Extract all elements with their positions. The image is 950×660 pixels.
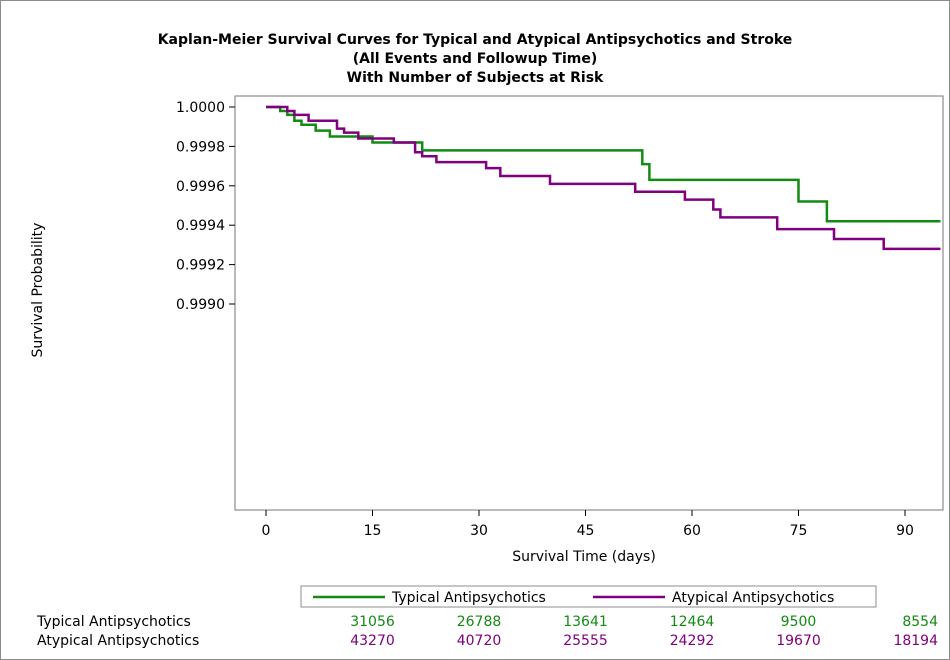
y-tick-label: 0.9996 (176, 179, 225, 195)
risk-count: 25555 (563, 633, 608, 649)
risk-count: 13641 (563, 614, 608, 630)
x-axis: 0 15 30 45 60 75 90 (262, 510, 914, 539)
x-tick-label: 90 (896, 523, 914, 539)
x-tick-label: 45 (577, 523, 595, 539)
x-axis-label: Survival Time (days) (512, 549, 656, 565)
plot-area (234, 95, 944, 511)
chart-title-line-3: With Number of Subjects at Risk (347, 70, 604, 86)
legend: Typical Antipsychotics Atypical Antipsyc… (300, 585, 877, 608)
y-tick-label: 1.0000 (176, 100, 225, 116)
y-tick-label: 0.9994 (176, 218, 225, 234)
y-tick-label: 0.9992 (176, 258, 225, 274)
risk-count: 9500 (781, 614, 817, 630)
chart-title-line-1: Kaplan-Meier Survival Curves for Typical… (158, 32, 793, 48)
y-tick-label: 0.9990 (176, 297, 225, 313)
risk-count: 43270 (350, 633, 395, 649)
legend-label-atypical: Atypical Antipsychotics (672, 590, 834, 606)
risk-count: 24292 (670, 633, 715, 649)
risk-row-label: Atypical Antipsychotics (37, 633, 199, 649)
risk-table: Typical Antipsychotics 31056 26788 13641 124… (36, 614, 938, 649)
x-tick-label: 15 (364, 523, 382, 539)
risk-count: 26788 (457, 614, 502, 630)
risk-count: 40720 (457, 633, 502, 649)
y-axis-label: Survival Probability (30, 223, 46, 358)
risk-count: 8554 (902, 614, 938, 630)
chart-title-line-2: (All Events and Followup Time) (353, 51, 598, 67)
x-tick-label: 60 (683, 523, 701, 539)
risk-count: 18194 (893, 633, 938, 649)
y-axis: 0.9990 0.9992 0.9994 0.9996 0.9998 1.0000 (176, 100, 235, 313)
risk-row-label: Typical Antipsychotics (36, 614, 191, 630)
series-atypical-curve (266, 105, 941, 251)
risk-count: 19670 (776, 633, 821, 649)
risk-count: 31056 (350, 614, 395, 630)
series-typical-curve (266, 105, 941, 223)
series-layer (266, 105, 941, 251)
x-tick-label: 30 (470, 523, 488, 539)
x-tick-label: 75 (790, 523, 808, 539)
legend-label-typical: Typical Antipsychotics (391, 590, 546, 606)
legend-box (300, 585, 877, 608)
x-tick-label: 0 (262, 523, 271, 539)
risk-count: 12464 (670, 614, 715, 630)
y-tick-label: 0.9998 (176, 139, 225, 155)
